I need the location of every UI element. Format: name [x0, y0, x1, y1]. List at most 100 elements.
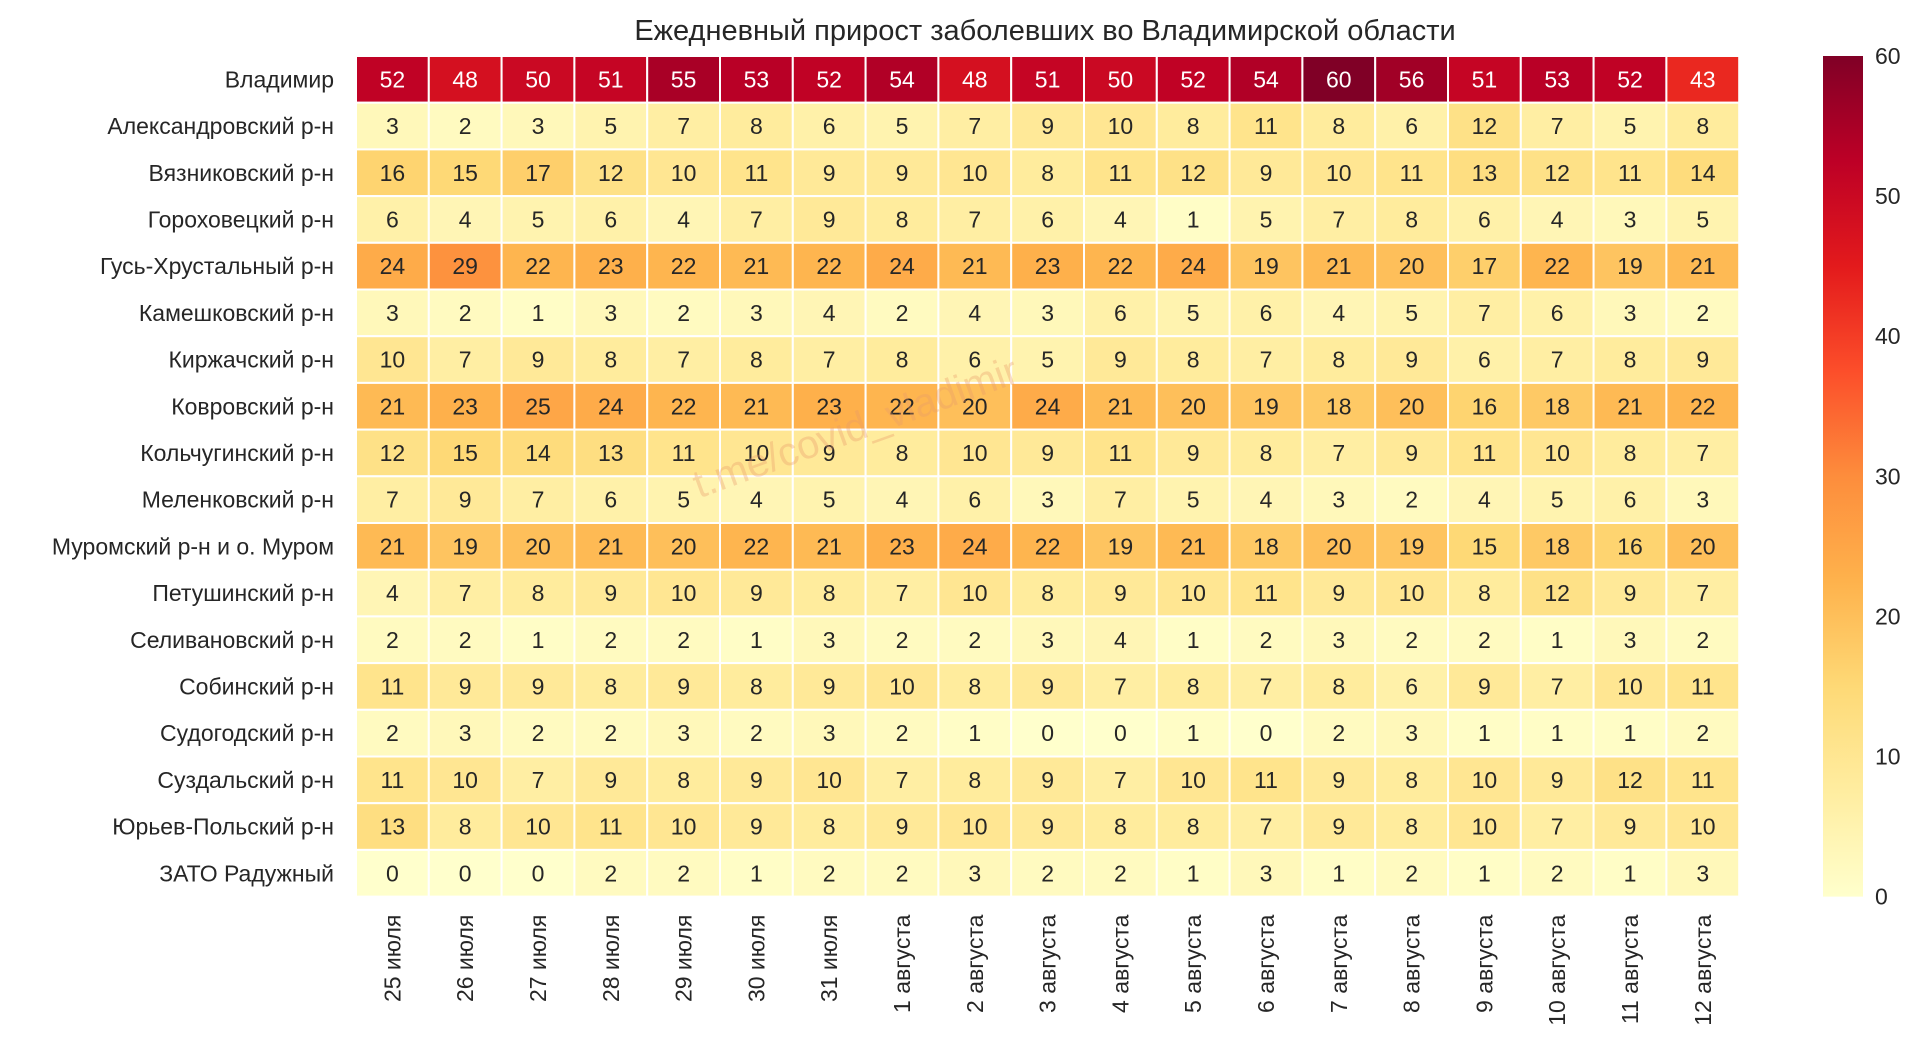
heatmap-cell — [1010, 755, 1086, 805]
heatmap-cell — [355, 708, 430, 758]
heatmap-cell — [719, 522, 794, 571]
heatmap-cell — [937, 475, 1013, 524]
cell-value-label: 23 — [889, 533, 915, 559]
cell-value-label: 21 — [1108, 393, 1134, 419]
heatmap-cell — [1010, 101, 1086, 151]
cell-value-label: 8 — [1405, 814, 1418, 840]
heatmap-cell — [355, 802, 430, 851]
cell-value-label: 10 — [889, 673, 915, 699]
heatmap-cell — [1374, 708, 1449, 758]
cell-value-label: 9 — [1405, 347, 1418, 373]
cell-value-label: 1 — [750, 627, 763, 653]
heatmap-cell — [937, 802, 1013, 851]
cell-value-label: 14 — [1690, 160, 1716, 186]
heatmap-cell — [1374, 288, 1449, 338]
heatmap-cell — [646, 241, 722, 291]
heatmap-cell — [573, 101, 649, 151]
heatmap-cell — [573, 615, 649, 665]
cell-value-label: 52 — [1180, 66, 1206, 92]
heatmap-cell — [1010, 848, 1086, 898]
heatmap-cell — [1228, 241, 1304, 291]
cell-value-label: 5 — [1696, 206, 1709, 232]
heatmap-cell — [719, 848, 794, 898]
cell-value-label: 54 — [1253, 66, 1279, 92]
heatmap-cell — [1665, 241, 1741, 291]
cell-value-label: 10 — [380, 347, 406, 373]
cell-value-label: 5 — [1187, 487, 1200, 513]
cell-value-label: 9 — [1260, 160, 1273, 186]
cell-value-label: 9 — [677, 673, 690, 699]
heatmap-cell — [427, 288, 503, 338]
cell-value-label: 13 — [1472, 160, 1498, 186]
heatmap-cell — [1665, 55, 1741, 104]
cell-value-label: 3 — [823, 720, 836, 746]
heatmap-cell — [1010, 708, 1086, 758]
cell-value-label: 2 — [677, 300, 690, 326]
heatmap-cell — [719, 55, 794, 104]
heatmap-cell — [937, 241, 1013, 291]
heatmap-cell — [355, 848, 430, 898]
heatmap-cell — [500, 241, 576, 291]
cell-value-label: 7 — [1551, 814, 1564, 840]
heatmap-cell — [573, 522, 649, 571]
cell-value-label: 20 — [962, 393, 988, 419]
heatmap-cell — [864, 55, 940, 104]
cell-value-label: 3 — [1624, 300, 1637, 326]
cell-value-label: 4 — [459, 206, 472, 232]
cell-value-label: 6 — [968, 347, 981, 373]
cell-value-label: 7 — [823, 347, 836, 373]
cell-value-label: 15 — [452, 440, 478, 466]
cell-value-label: 12 — [1617, 767, 1643, 793]
heatmap-cell — [791, 195, 867, 244]
cell-value-label: 6 — [968, 487, 981, 513]
cell-value-label: 8 — [750, 673, 763, 699]
heatmap-cell — [1083, 195, 1158, 244]
cell-value-label: 5 — [604, 113, 617, 139]
cell-value-label: 21 — [1326, 253, 1352, 279]
cell-value-label: 2 — [1696, 300, 1709, 326]
cell-value-label: 6 — [823, 113, 836, 139]
cell-value-label: 8 — [896, 440, 909, 466]
cell-value-label: 11 — [744, 160, 768, 186]
heatmap-cell — [1592, 101, 1668, 151]
heatmap-cell — [500, 662, 576, 711]
row-label: Гусь-Хрустальный р-н — [100, 253, 334, 279]
cell-value-label: 4 — [677, 206, 690, 232]
cell-value-label: 9 — [1478, 673, 1491, 699]
cell-value-label: 19 — [452, 533, 478, 559]
row-label: Киржачский р-н — [169, 347, 335, 373]
cell-value-label: 3 — [1260, 860, 1273, 886]
cell-value-label: 1 — [532, 300, 545, 326]
cell-value-label: 3 — [386, 300, 399, 326]
cell-value-label: 3 — [604, 300, 617, 326]
heatmap-cell — [573, 148, 649, 198]
cell-value-label: 7 — [677, 347, 690, 373]
cell-value-label: 9 — [604, 580, 617, 606]
cell-value-label: 2 — [823, 860, 836, 886]
cell-value-label: 9 — [532, 673, 545, 699]
cell-value-label: 21 — [744, 393, 770, 419]
cell-value-label: 7 — [1332, 440, 1345, 466]
cell-value-label: 3 — [1041, 487, 1054, 513]
cell-value-label: 52 — [816, 66, 842, 92]
heatmap-cell — [864, 101, 940, 151]
heatmap-cell — [500, 101, 576, 151]
cell-value-label: 9 — [896, 814, 909, 840]
cell-value-label: 8 — [1332, 113, 1345, 139]
cell-value-label: 3 — [677, 720, 690, 746]
cell-value-label: 22 — [816, 253, 842, 279]
heatmap-cell — [719, 335, 794, 384]
heatmap-cell — [864, 568, 940, 618]
cell-value-label: 9 — [896, 160, 909, 186]
cell-value-label: 8 — [1260, 440, 1273, 466]
cell-value-label: 11 — [1108, 440, 1132, 466]
cell-value-label: 48 — [962, 66, 988, 92]
heatmap-cell — [1301, 708, 1377, 758]
cell-value-label: 11 — [1108, 160, 1132, 186]
cell-value-label: 29 — [452, 253, 478, 279]
column-label: 29 июля — [671, 915, 697, 1002]
cell-value-label: 8 — [1187, 113, 1200, 139]
cell-value-label: 9 — [1041, 814, 1054, 840]
heatmap-cell — [1083, 148, 1158, 198]
cell-value-label: 7 — [1260, 814, 1273, 840]
